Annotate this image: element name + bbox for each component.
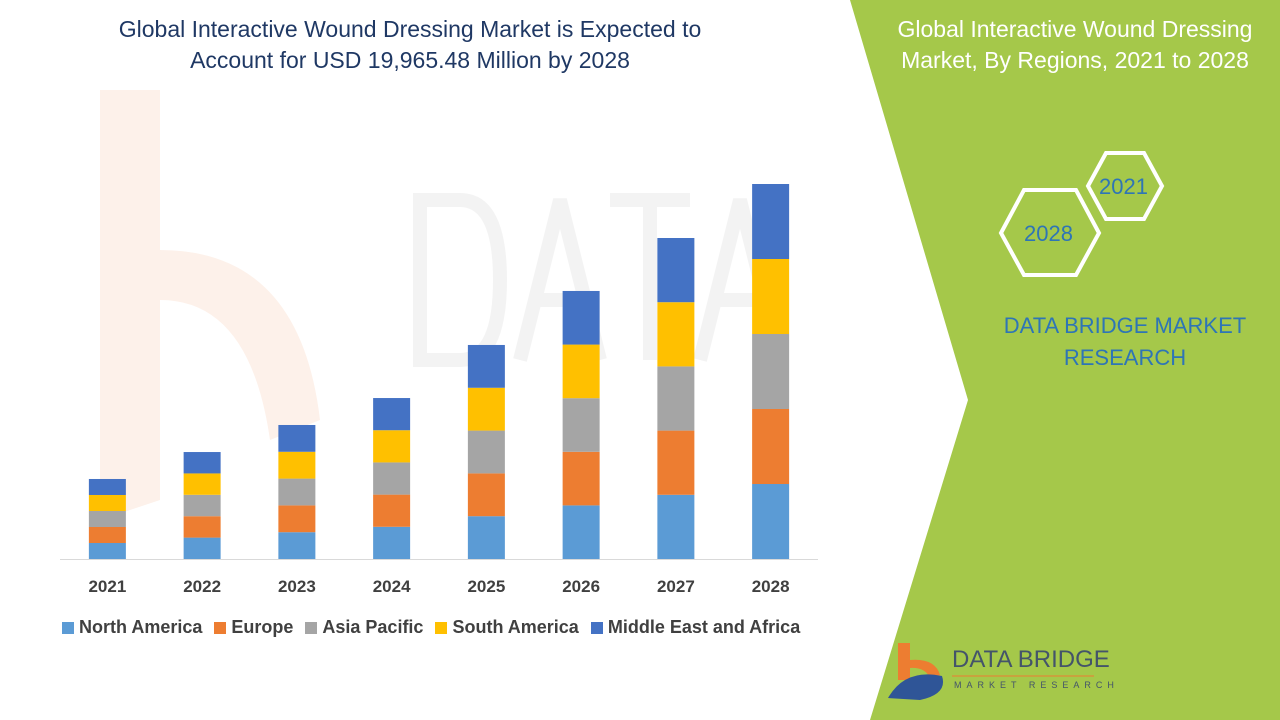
bar-segment-south-america-2027 (657, 302, 695, 367)
x-tick-label: 2024 (373, 577, 411, 596)
bar-segment-south-america-2026 (562, 344, 600, 399)
logo-icon (888, 643, 1094, 700)
bar-segment-middle-east-and-africa-2025 (467, 344, 505, 388)
bar-segment-middle-east-and-africa-2022 (183, 452, 221, 474)
bar-segment-middle-east-and-africa-2026 (562, 290, 600, 345)
legend-swatch (214, 621, 227, 634)
brand-line-1: DATA BRIDGE MARKET (1003, 313, 1247, 338)
legend-label: Middle East and Africa (607, 617, 801, 637)
x-tick-label: 2021 (88, 577, 126, 596)
watermark-logo (100, 90, 320, 520)
legend-swatch (305, 621, 318, 634)
bar-segment-north-america-2023 (278, 532, 316, 559)
bar-segment-europe-2027 (657, 430, 695, 495)
legend-swatch (590, 621, 603, 634)
brand-text: DATA BRIDGE MARKET RESEARCH (990, 310, 1260, 374)
hex-label-2028: 2028 (1024, 221, 1073, 246)
title-line-1: Global Interactive Wound Dressing Market… (118, 16, 702, 42)
green-side-panel (850, 0, 1280, 720)
bar-segment-north-america-2028 (752, 484, 790, 559)
legend-item: Middle East and Africa (590, 617, 801, 638)
legend-item: South America (435, 617, 579, 638)
legend-swatch (435, 621, 448, 634)
bar-segment-north-america-2027 (657, 494, 695, 559)
legend-label: North America (79, 617, 203, 637)
x-tick-label: 2027 (657, 577, 695, 596)
x-tick-label: 2023 (278, 577, 316, 596)
hexagon-2028 (998, 188, 1102, 277)
bar-segment-middle-east-and-africa-2024 (373, 398, 411, 431)
side-title-line-1: Global Interactive Wound Dressing (897, 16, 1253, 42)
legend-item: North America (62, 617, 202, 638)
bar-segment-north-america-2026 (562, 505, 600, 559)
hex-label-2021: 2021 (1099, 174, 1148, 199)
bar-segment-europe-2024 (373, 494, 411, 527)
x-tick-label: 2026 (562, 577, 600, 596)
legend-label: Asia Pacific (322, 617, 424, 637)
bar-segment-europe-2028 (752, 409, 790, 484)
bar-segment-south-america-2025 (467, 387, 505, 431)
bar-segment-north-america-2022 (183, 537, 221, 559)
bar-segment-middle-east-and-africa-2021 (88, 478, 126, 495)
bar-segment-asia-pacific-2027 (657, 366, 695, 431)
x-tick-label: 2028 (752, 577, 790, 596)
bar-segment-asia-pacific-2025 (467, 430, 505, 474)
legend-label: South America (452, 617, 579, 637)
bar-segment-north-america-2024 (373, 526, 411, 559)
brand-line-2: RESEARCH (1063, 345, 1187, 370)
bar-segment-south-america-2028 (752, 259, 790, 334)
bar-segment-middle-east-and-africa-2028 (752, 184, 790, 259)
legend-item: Europe (214, 617, 293, 638)
bar-segment-south-america-2023 (278, 451, 316, 479)
x-tick-label: 2022 (183, 577, 221, 596)
bar-segment-south-america-2022 (183, 473, 221, 495)
side-panel-title: Global Interactive Wound Dressing Market… (870, 14, 1280, 76)
page-title: Global Interactive Wound Dressing Market… (60, 14, 760, 76)
bar-segment-middle-east-and-africa-2023 (278, 424, 316, 452)
bar-segment-europe-2025 (467, 473, 505, 517)
bar-segment-europe-2023 (278, 505, 316, 533)
bar-segment-asia-pacific-2024 (373, 462, 411, 495)
bar-segment-asia-pacific-2021 (88, 510, 126, 527)
logo-subtitle: MARKET RESEARCH (954, 680, 1119, 690)
title-line-2: Account for USD 19,965.48 Million by 202… (190, 47, 630, 73)
side-title-line-2: Market, By Regions, 2021 to 2028 (901, 47, 1249, 73)
bar-segment-middle-east-and-africa-2027 (657, 238, 695, 303)
legend-item: Asia Pacific (305, 617, 423, 638)
bar-segment-north-america-2025 (467, 516, 505, 559)
legend-label: Europe (231, 617, 294, 637)
bar-segment-europe-2026 (562, 451, 600, 506)
hexagon-2021 (1085, 151, 1165, 221)
bar-segment-asia-pacific-2023 (278, 478, 316, 506)
bar-segment-asia-pacific-2026 (562, 398, 600, 452)
chart-legend: North America Europe Asia Pacific South Ame… (62, 617, 800, 638)
bar-segment-south-america-2021 (88, 494, 126, 511)
bar-segment-asia-pacific-2028 (752, 334, 790, 409)
bar-segment-north-america-2021 (88, 542, 126, 559)
bar-segment-europe-2021 (88, 526, 126, 543)
legend-swatch (62, 621, 74, 634)
bar-segment-south-america-2024 (373, 430, 411, 463)
bar-segment-asia-pacific-2022 (183, 494, 221, 517)
bar-segment-europe-2022 (183, 516, 221, 538)
logo-name: DATA BRIDGE (952, 646, 1110, 673)
x-tick-label: 2025 (467, 577, 505, 596)
